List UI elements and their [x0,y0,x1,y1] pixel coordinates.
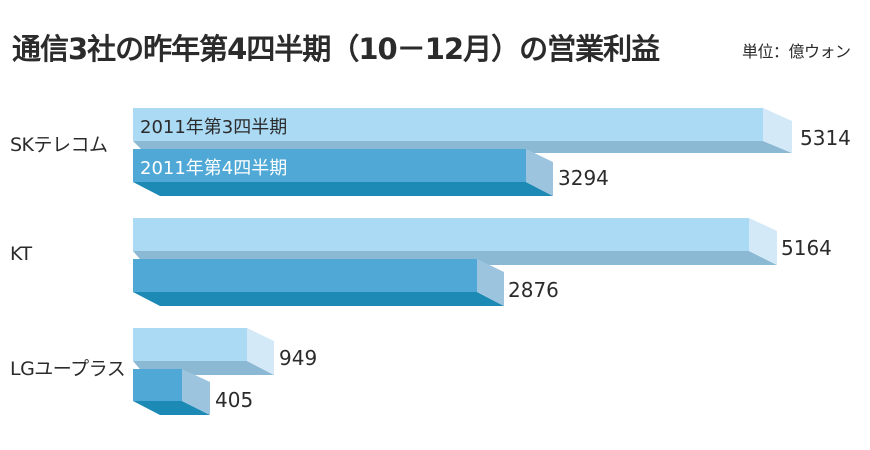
value-lg-q3: 949 [279,346,318,370]
category-lg: LGユープラス [10,358,126,380]
value-kt-q3: 5164 [781,236,832,260]
chart-title: 通信3社の昨年第4四半期（10－12月）の営業利益 [12,32,660,66]
value-sk-q3: 5314 [800,126,851,150]
legend-q3: 2011年第3四半期 [140,117,288,138]
value-lg-q4: 405 [215,388,254,412]
bar-lg-q3 [133,328,274,375]
value-kt-q4: 2876 [508,278,559,302]
legend-q4: 2011年第4四半期 [140,158,288,179]
category-kt: KT [10,243,32,265]
bar-sk-q4 [133,149,553,196]
category-sk: SKテレコム [10,134,108,156]
value-sk-q4: 3294 [558,166,609,190]
unit-label: 単位：億ウォン [742,42,851,61]
bar-kt-q4 [133,259,504,306]
bar-lg-q4 [133,369,210,415]
bar-kt-q3 [133,218,777,265]
